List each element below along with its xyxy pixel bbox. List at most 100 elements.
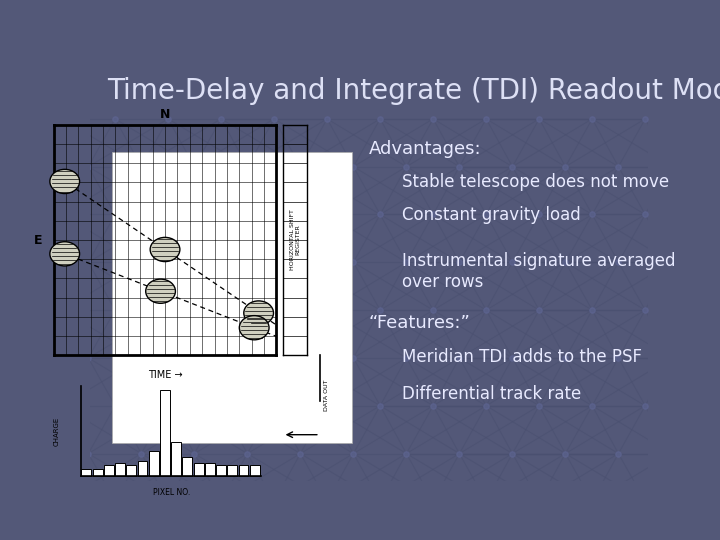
Point [428, 497, 439, 505]
Point [480, 497, 492, 505]
Point [454, 163, 465, 171]
Point [559, 449, 571, 458]
Point [613, 354, 624, 362]
Bar [205, 463, 215, 476]
Point [83, 354, 94, 362]
Point [666, 258, 678, 267]
Point [83, 449, 94, 458]
Point [613, 163, 624, 171]
Point [348, 354, 359, 362]
Point [534, 114, 545, 123]
Point [321, 401, 333, 410]
Point [215, 401, 227, 410]
Point [374, 210, 386, 219]
Point [639, 114, 651, 123]
Text: E: E [34, 233, 42, 247]
Point [56, 401, 68, 410]
Point [242, 258, 253, 267]
Text: Differential track rate: Differential track rate [402, 385, 582, 403]
Point [507, 449, 518, 458]
Point [348, 258, 359, 267]
Point [428, 114, 439, 123]
Point [586, 210, 598, 219]
Point [135, 163, 147, 171]
Point [269, 210, 280, 219]
Point [163, 210, 174, 219]
Point [534, 306, 545, 314]
Text: Stable telescope does not move: Stable telescope does not move [402, 173, 670, 191]
Point [242, 354, 253, 362]
Point [242, 163, 253, 171]
Point [269, 306, 280, 314]
Point [348, 163, 359, 171]
Point [189, 449, 200, 458]
Bar [228, 465, 237, 476]
Point [215, 306, 227, 314]
Point [454, 258, 465, 267]
Text: HORIZONTAL SHIFT
REGISTER: HORIZONTAL SHIFT REGISTER [289, 210, 300, 271]
Bar [194, 463, 204, 476]
Text: “Features:”: “Features:” [369, 314, 471, 332]
Point [480, 401, 492, 410]
Point [135, 258, 147, 267]
Point [321, 114, 333, 123]
Text: N: N [160, 108, 170, 121]
Point [294, 258, 306, 267]
Bar [149, 451, 158, 476]
Text: Constant gravity load: Constant gravity load [402, 206, 581, 224]
Ellipse shape [150, 238, 180, 261]
Bar [238, 465, 248, 476]
Point [507, 258, 518, 267]
Point [454, 354, 465, 362]
Point [215, 114, 227, 123]
Point [163, 401, 174, 410]
Text: Meridian TDI adds to the PSF: Meridian TDI adds to the PSF [402, 348, 642, 366]
Point [480, 210, 492, 219]
Point [83, 163, 94, 171]
Point [400, 258, 412, 267]
Point [400, 163, 412, 171]
Point [56, 497, 68, 505]
Point [454, 449, 465, 458]
Point [269, 114, 280, 123]
Bar [160, 390, 170, 476]
Point [294, 354, 306, 362]
Point [400, 449, 412, 458]
Point [109, 210, 121, 219]
Point [639, 401, 651, 410]
Point [109, 114, 121, 123]
Point [56, 306, 68, 314]
Point [507, 354, 518, 362]
Ellipse shape [145, 279, 176, 303]
Bar [126, 465, 136, 476]
Bar [182, 457, 192, 476]
Point [83, 258, 94, 267]
Ellipse shape [50, 242, 80, 266]
Text: Instrumental signature averaged
over rows: Instrumental signature averaged over row… [402, 252, 676, 291]
Bar [250, 465, 260, 476]
Bar [115, 463, 125, 476]
Bar [216, 465, 226, 476]
Point [428, 401, 439, 410]
Point [56, 210, 68, 219]
Point [639, 306, 651, 314]
Point [109, 306, 121, 314]
Ellipse shape [244, 301, 274, 325]
Text: CHARGE: CHARGE [54, 416, 60, 446]
Point [135, 354, 147, 362]
Point [163, 114, 174, 123]
Point [269, 497, 280, 505]
Point [321, 306, 333, 314]
Text: DATA OUT: DATA OUT [323, 379, 328, 411]
Text: TIME →: TIME → [148, 370, 182, 381]
Point [586, 497, 598, 505]
Ellipse shape [50, 170, 80, 193]
Point [374, 306, 386, 314]
Point [374, 114, 386, 123]
Point [666, 354, 678, 362]
Point [666, 449, 678, 458]
Point [294, 449, 306, 458]
Point [428, 210, 439, 219]
Point [189, 354, 200, 362]
Point [400, 354, 412, 362]
